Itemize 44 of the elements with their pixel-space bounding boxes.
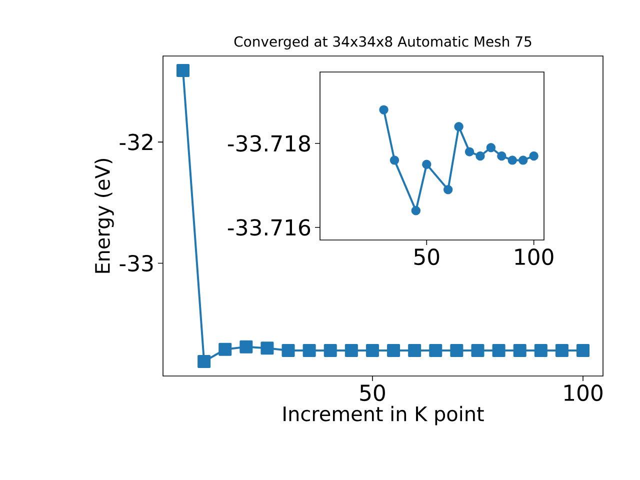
point [464,147,474,156]
x-tick-label: 100 [515,248,554,266]
x-axis-title: Increment in K point [284,406,484,426]
y-axis-title: Energy (eV) [94,158,114,273]
point [379,105,388,114]
point [302,344,316,358]
point [176,64,190,78]
chart-title: Converged at 34x34x8 Automatic Mesh 75 [234,36,532,50]
y-tick-label: -33.718 [228,135,310,152]
point [508,156,517,165]
point [198,354,211,368]
point [218,342,232,356]
x-tick-label: 50 [360,384,385,402]
point [429,344,442,358]
point [411,206,421,216]
point [534,344,548,358]
point [486,143,496,152]
point [443,185,453,194]
point [260,342,274,355]
point [497,151,506,161]
point [476,151,485,161]
x-tick-label: 100 [564,384,602,402]
point [344,344,358,358]
point [282,344,295,358]
y-tick-label: -32 [120,134,152,150]
point [408,344,422,358]
point [513,344,526,358]
x-tick-label: 50 [414,248,440,266]
point [555,344,568,358]
y-tick-label: -33.716 [228,219,310,236]
point [492,344,506,358]
point [450,344,464,358]
point [366,344,379,358]
point [454,122,464,132]
point [422,160,432,170]
point [324,344,337,358]
point [240,340,253,354]
point [387,344,400,358]
point [529,151,538,161]
point [390,156,400,165]
point [518,156,528,165]
point [576,344,590,358]
point [471,344,484,358]
y-tick-label: -33 [120,254,153,272]
